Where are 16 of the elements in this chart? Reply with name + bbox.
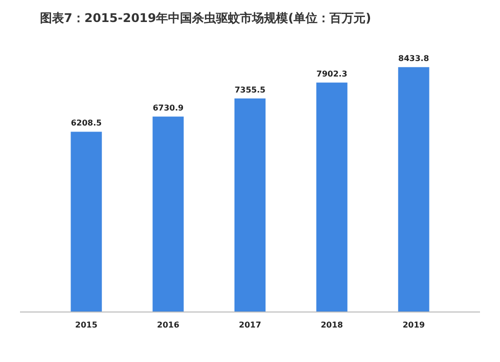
x-tick-label: 2018 <box>320 320 344 330</box>
data-label: 8433.8 <box>398 54 430 64</box>
x-tick-label: 2017 <box>238 320 262 330</box>
bar <box>152 116 184 312</box>
bar <box>316 82 348 312</box>
bar <box>70 132 102 312</box>
bar <box>234 98 266 312</box>
x-tick-label: 2016 <box>157 320 180 330</box>
data-label: 6730.9 <box>152 104 184 113</box>
x-tick-label: 2015 <box>75 320 98 330</box>
data-label: 7355.5 <box>234 85 266 94</box>
data-label: 7902.3 <box>316 70 348 79</box>
chart-title: 图表7：2015-2019年中国杀虫驱蚊市场规模(单位：百万元) <box>40 11 372 25</box>
data-label: 6208.5 <box>70 118 102 128</box>
bar <box>398 67 430 312</box>
x-tick-label: 2019 <box>402 320 426 330</box>
